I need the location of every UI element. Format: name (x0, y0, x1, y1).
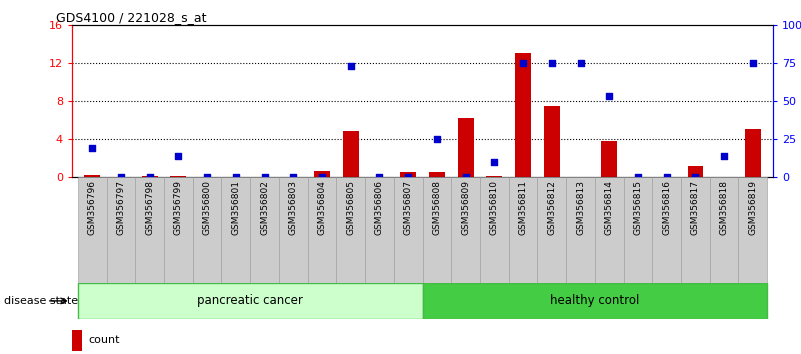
Text: GSM356797: GSM356797 (116, 180, 126, 235)
Point (172, 153, 185, 159)
Bar (343, 131, 359, 177)
Text: GSM356801: GSM356801 (231, 180, 240, 235)
FancyBboxPatch shape (250, 177, 279, 283)
Point (115, 174, 127, 180)
Text: GSM356805: GSM356805 (346, 180, 355, 235)
Bar (602, 141, 617, 177)
FancyBboxPatch shape (537, 177, 566, 283)
FancyBboxPatch shape (681, 177, 710, 283)
Text: GSM356816: GSM356816 (662, 180, 671, 235)
Point (143, 174, 156, 180)
Point (287, 174, 300, 180)
Text: GSM356798: GSM356798 (145, 180, 154, 235)
Text: pancreatic cancer: pancreatic cancer (197, 295, 303, 307)
Point (718, 153, 731, 159)
Text: count: count (88, 335, 119, 346)
Text: GSM356817: GSM356817 (691, 180, 700, 235)
FancyBboxPatch shape (710, 177, 739, 283)
Bar (515, 53, 531, 177)
FancyBboxPatch shape (78, 177, 107, 283)
Text: GSM356808: GSM356808 (433, 180, 441, 235)
FancyBboxPatch shape (193, 177, 221, 283)
Point (545, 60, 558, 66)
FancyBboxPatch shape (423, 283, 767, 319)
Text: GSM356799: GSM356799 (174, 180, 183, 235)
Text: GSM356802: GSM356802 (260, 180, 269, 235)
FancyBboxPatch shape (164, 177, 193, 283)
FancyBboxPatch shape (279, 177, 308, 283)
Bar (544, 105, 560, 177)
Text: GSM356806: GSM356806 (375, 180, 384, 235)
FancyBboxPatch shape (451, 177, 480, 283)
Point (574, 60, 587, 66)
Bar (72, 330, 83, 351)
FancyBboxPatch shape (566, 177, 595, 283)
Point (258, 174, 271, 180)
Point (631, 174, 644, 180)
Point (689, 174, 702, 180)
Point (201, 174, 214, 180)
Point (603, 93, 616, 99)
Text: GSM356819: GSM356819 (748, 180, 758, 235)
Text: GSM356800: GSM356800 (203, 180, 211, 235)
Text: GSM356810: GSM356810 (490, 180, 499, 235)
FancyBboxPatch shape (365, 177, 394, 283)
Bar (457, 118, 473, 177)
Text: GSM356809: GSM356809 (461, 180, 470, 235)
FancyBboxPatch shape (107, 177, 135, 283)
Point (517, 60, 529, 66)
Point (459, 174, 472, 180)
Text: GSM356796: GSM356796 (87, 180, 97, 235)
Bar (400, 172, 416, 177)
FancyBboxPatch shape (78, 283, 423, 319)
FancyBboxPatch shape (135, 177, 164, 283)
Bar (429, 172, 445, 177)
FancyBboxPatch shape (652, 177, 681, 283)
Text: disease state: disease state (4, 296, 78, 306)
Text: GSM356813: GSM356813 (576, 180, 585, 235)
FancyBboxPatch shape (221, 177, 250, 283)
FancyBboxPatch shape (394, 177, 423, 283)
Point (86, 145, 99, 151)
Bar (687, 166, 703, 177)
Text: GSM356807: GSM356807 (404, 180, 413, 235)
FancyBboxPatch shape (480, 177, 509, 283)
Point (316, 174, 328, 180)
Bar (171, 176, 187, 177)
Bar (314, 171, 330, 177)
FancyBboxPatch shape (336, 177, 365, 283)
Text: GSM356818: GSM356818 (719, 180, 729, 235)
Text: healthy control: healthy control (550, 295, 639, 307)
Text: GSM356814: GSM356814 (605, 180, 614, 235)
Text: GDS4100 / 221028_s_at: GDS4100 / 221028_s_at (56, 11, 207, 24)
FancyBboxPatch shape (739, 177, 767, 283)
FancyBboxPatch shape (509, 177, 537, 283)
Text: GSM356803: GSM356803 (289, 180, 298, 235)
FancyBboxPatch shape (624, 177, 652, 283)
Point (747, 60, 759, 66)
Bar (142, 176, 158, 177)
Bar (486, 176, 502, 177)
Point (344, 63, 357, 69)
Text: GSM356811: GSM356811 (518, 180, 528, 235)
Text: GSM356804: GSM356804 (317, 180, 327, 235)
Point (660, 174, 673, 180)
Text: GSM356812: GSM356812 (547, 180, 556, 235)
Bar (745, 130, 761, 177)
Bar (84, 175, 100, 177)
Point (402, 174, 415, 180)
Text: GSM356815: GSM356815 (634, 180, 642, 235)
FancyBboxPatch shape (595, 177, 624, 283)
Point (430, 136, 443, 142)
FancyBboxPatch shape (423, 177, 451, 283)
Point (488, 159, 501, 165)
Point (373, 174, 386, 180)
FancyBboxPatch shape (308, 177, 336, 283)
Point (229, 174, 242, 180)
